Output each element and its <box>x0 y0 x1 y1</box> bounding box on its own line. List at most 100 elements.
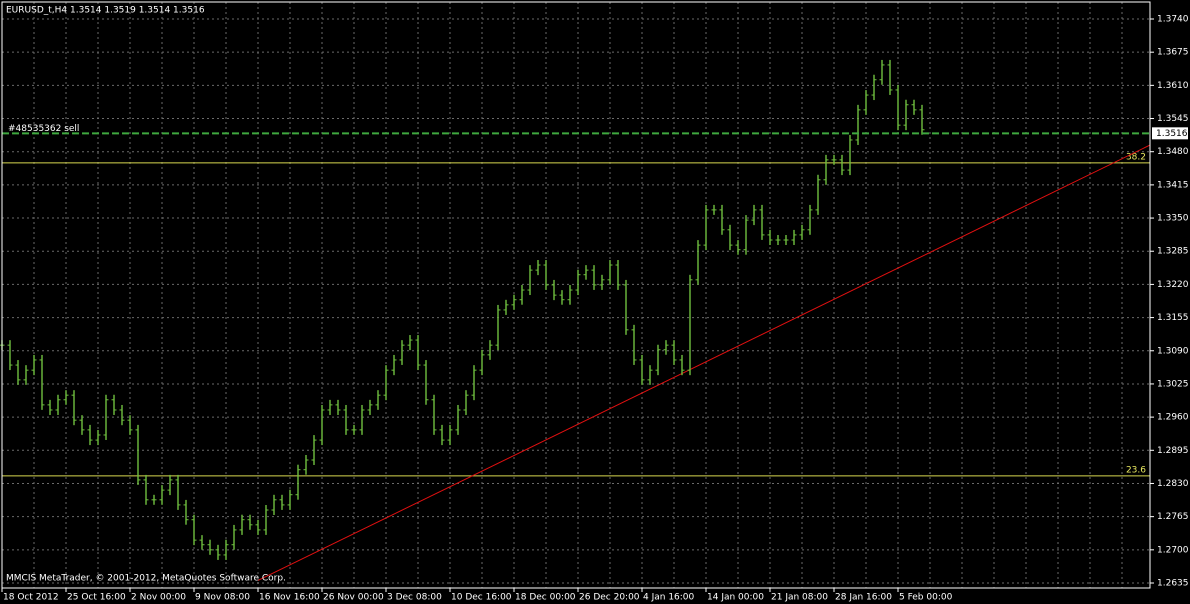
price-bar <box>367 399 373 415</box>
price-bar <box>815 174 821 215</box>
price-bar <box>799 224 805 240</box>
price-bar <box>679 354 685 376</box>
x-tick-label: 2 Nov 00:00 <box>131 593 186 603</box>
y-tick-label: 1.3350 <box>1157 214 1189 224</box>
y-tick-label: 1.3610 <box>1157 81 1189 91</box>
price-bar <box>447 424 453 446</box>
price-bar <box>879 59 885 85</box>
x-tick-label: 14 Jan 00:00 <box>707 593 764 603</box>
price-bar <box>767 229 773 246</box>
price-bar <box>431 394 437 435</box>
price-bar <box>839 154 845 176</box>
price-bar <box>391 354 397 376</box>
price-bar <box>335 399 341 415</box>
price-bar <box>295 464 301 500</box>
y-tick-label: 1.3415 <box>1157 180 1189 190</box>
price-bar <box>191 514 197 546</box>
x-tick-label: 9 Nov 08:00 <box>195 593 250 603</box>
price-bar <box>775 235 781 246</box>
price-bar <box>527 265 533 296</box>
y-tick-label: 1.2895 <box>1157 446 1189 456</box>
y-tick-label: 1.3480 <box>1157 147 1189 157</box>
price-bar <box>351 424 357 435</box>
price-bar <box>375 390 381 410</box>
price-bar <box>399 340 405 365</box>
header: EURUSD_t,H4 1.3514 1.3519 1.3514 1.3516 <box>6 6 205 16</box>
price-bar <box>823 154 829 185</box>
x-tick-label: 3 Dec 08:00 <box>387 593 442 603</box>
price-bar <box>79 415 85 435</box>
price-bar <box>287 489 293 510</box>
y-tick-label: 1.2830 <box>1157 479 1189 489</box>
price-bar <box>791 229 797 246</box>
price-bar <box>623 279 629 335</box>
price-bar <box>415 335 421 371</box>
plot-frame <box>1 1 1151 589</box>
price-bar <box>919 104 925 135</box>
y-tick-label: 1.3545 <box>1157 114 1189 124</box>
price-bar <box>127 415 133 435</box>
marks: 38.2 23.6 <box>0 59 1151 581</box>
price-bar <box>711 204 717 215</box>
price-bar <box>727 224 733 251</box>
price-bar <box>343 404 349 435</box>
price-bar <box>495 304 501 351</box>
price-bar <box>743 215 749 255</box>
price-bar <box>671 340 677 365</box>
y-tick-label: 1.2635 <box>1157 579 1189 589</box>
y-tick-label: 1.2765 <box>1157 512 1189 522</box>
price-bar <box>663 340 669 355</box>
price-bar <box>479 349 485 376</box>
price-bar <box>575 269 581 296</box>
price-bar <box>751 204 757 226</box>
price-bar <box>55 394 61 415</box>
price-bar <box>591 265 597 290</box>
price-bar <box>7 340 13 371</box>
price-bar <box>655 344 661 376</box>
price-bar <box>407 335 413 351</box>
price-bar <box>167 474 173 496</box>
price-bar <box>887 59 893 95</box>
price-bar <box>735 240 741 255</box>
x-tick-label: 28 Jan 16:00 <box>835 593 892 603</box>
price-bar <box>151 494 157 505</box>
price-bar <box>511 294 517 310</box>
price-bar <box>783 235 789 246</box>
trendline <box>257 144 1151 581</box>
price-bar <box>87 424 93 446</box>
price-bar <box>103 394 109 440</box>
price-bar <box>687 274 693 376</box>
price-bar <box>463 390 469 415</box>
price-bar <box>455 404 461 435</box>
price-bar <box>303 454 309 475</box>
price-bar <box>719 204 725 235</box>
price-bar <box>311 435 317 465</box>
price-box <box>1152 127 1188 140</box>
y-tick-label: 1.2700 <box>1157 545 1189 555</box>
price-bar <box>847 134 853 176</box>
price-bar <box>615 260 621 290</box>
price-bar <box>831 154 837 165</box>
price-bar <box>871 74 877 101</box>
x-tick-label: 26 Dec 20:00 <box>579 593 640 603</box>
x-tick-label: 21 Jan 08:00 <box>771 593 828 603</box>
price-bar <box>279 494 285 510</box>
price-bar <box>263 505 269 535</box>
price-bar <box>759 204 765 240</box>
price-bar <box>383 365 389 401</box>
price-bar <box>423 360 429 405</box>
y-tick-label: 1.3090 <box>1157 346 1189 356</box>
price-bar <box>231 524 237 550</box>
y-tick-label: 1.3740 <box>1157 15 1189 25</box>
price-bar <box>319 404 325 446</box>
price-bar <box>183 499 189 525</box>
y-tick-label: 1.3285 <box>1157 247 1189 257</box>
price-bar <box>895 84 901 131</box>
price-bar <box>247 514 253 530</box>
y-tick-label: 1.3220 <box>1157 280 1189 290</box>
price-bar <box>119 404 125 426</box>
price-bar <box>471 365 477 401</box>
price-bar <box>439 424 445 446</box>
y-tick-label: 1.3155 <box>1157 313 1189 323</box>
